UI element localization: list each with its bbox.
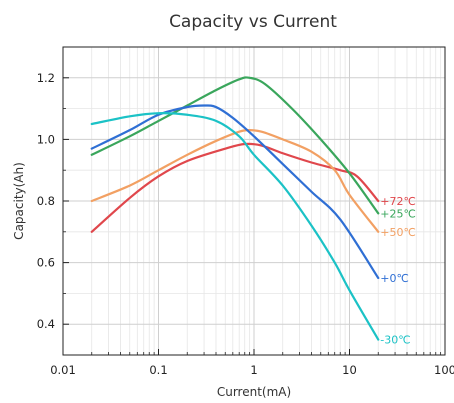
x-axis-label: Current(mA) <box>217 385 291 399</box>
y-tick-label: 0.8 <box>37 194 55 208</box>
series-label: -30℃ <box>380 334 410 347</box>
x-tick-label: 0.1 <box>149 363 167 377</box>
series-label: +0℃ <box>380 272 409 285</box>
y-tick-label: 1.2 <box>37 71 55 85</box>
y-tick-label: 0.6 <box>37 256 55 270</box>
series-label: +72℃ <box>380 195 416 208</box>
series-label: +25℃ <box>380 207 416 220</box>
series-line <box>90 104 380 280</box>
series-label: +50℃ <box>380 226 416 239</box>
series-labels: +72℃+25℃ +50℃ +0℃ -30℃ <box>380 195 416 347</box>
x-tick-label: 0.01 <box>50 363 76 377</box>
series-line <box>90 76 380 215</box>
x-tick-label: 100 <box>434 363 454 377</box>
series-lines <box>90 76 380 341</box>
series-line <box>90 129 380 233</box>
axis-ticks: 0.01 0.1 1 10 100 0.4 0.6 0.8 1.0 1.2 <box>37 46 454 377</box>
y-tick-label: 0.4 <box>37 317 55 331</box>
x-tick-label: 10 <box>342 363 357 377</box>
y-tick-label: 1.0 <box>37 132 55 146</box>
y-axis-label: Capacity(Ah) <box>12 162 26 240</box>
series-line <box>90 112 380 341</box>
x-tick-label: 1 <box>250 363 257 377</box>
series-line <box>90 142 380 233</box>
chart-title: Capacity vs Current <box>169 12 337 32</box>
